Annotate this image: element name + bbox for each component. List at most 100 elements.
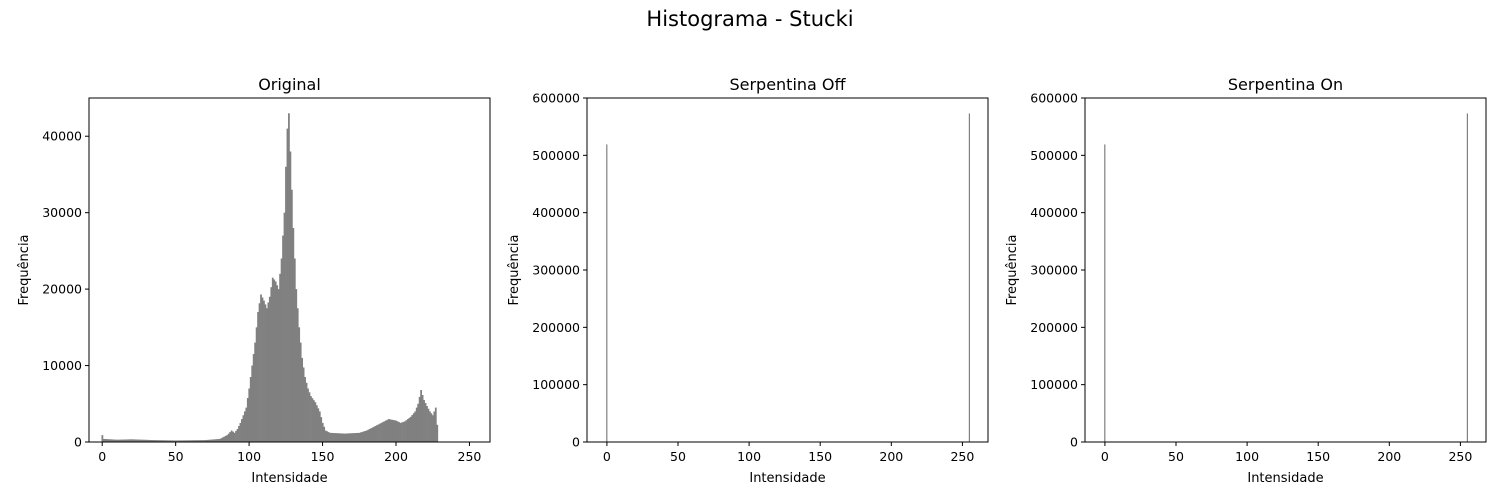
histogram-bar xyxy=(407,419,409,442)
histogram-bar xyxy=(342,433,345,442)
histogram-bar xyxy=(330,432,333,442)
histogram-bar xyxy=(129,439,132,442)
histogram-bar xyxy=(279,273,281,442)
histogram-bar xyxy=(158,440,161,442)
histogram-bar xyxy=(255,327,258,442)
histogram-bar xyxy=(226,435,229,442)
histogram-bar xyxy=(136,439,139,442)
histogram-bar xyxy=(405,420,408,442)
histogram-bar xyxy=(354,433,356,442)
histogram-bar xyxy=(120,439,123,442)
histogram-bar xyxy=(189,440,192,442)
histogram-bar xyxy=(154,440,157,442)
panel-serpentina-off: 0 50 100 150 200 250 0 100000 200000 300000 400000… xyxy=(507,75,989,486)
histogram-bar xyxy=(324,430,327,442)
x-tick-label: 100 xyxy=(737,449,761,464)
histogram-bar xyxy=(382,422,384,442)
histogram-bar xyxy=(427,408,430,442)
histogram-bar xyxy=(340,433,343,442)
histogram-bar xyxy=(185,440,187,442)
histogram-bar xyxy=(374,425,377,442)
histogram-bar xyxy=(314,402,317,442)
y-tick-label: 0 xyxy=(74,435,82,450)
histogram-bar xyxy=(166,440,168,442)
histogram-bar xyxy=(295,289,298,442)
histogram-bar xyxy=(236,429,239,442)
histogram-bar xyxy=(434,407,437,442)
histogram-bar xyxy=(174,440,177,442)
histogram-bar xyxy=(242,415,245,442)
axes-frame xyxy=(586,97,989,443)
histogram-bar xyxy=(274,281,277,442)
histogram-bar xyxy=(201,440,204,442)
histogram-bar xyxy=(205,439,208,442)
histogram-bar xyxy=(239,422,242,442)
histogram-bar xyxy=(402,421,405,442)
histogram-bar xyxy=(227,433,230,442)
histogram-bar xyxy=(138,439,140,442)
histogram-bar xyxy=(264,304,267,442)
histogram-bar xyxy=(424,403,427,442)
histogram-bar xyxy=(182,440,185,442)
histogram-bar xyxy=(229,432,232,442)
histogram-bar xyxy=(123,439,126,442)
histogram-bar xyxy=(364,430,367,442)
histogram-bar xyxy=(373,426,375,442)
histogram-bar xyxy=(111,439,114,442)
histogram-bar xyxy=(327,432,330,442)
histogram-bar xyxy=(235,430,237,442)
histogram-bar xyxy=(176,440,179,442)
histogram-bar xyxy=(142,439,145,442)
histogram-bar xyxy=(270,287,273,442)
y-tick-label: 600000 xyxy=(1030,91,1078,106)
histogram-bar xyxy=(349,433,352,442)
histogram-bar xyxy=(358,432,361,442)
histogram-bar xyxy=(104,439,107,442)
histogram-bar xyxy=(204,440,207,442)
y-tick-label: 400000 xyxy=(1030,205,1078,220)
histogram-bar xyxy=(317,408,320,442)
histogram-bar xyxy=(311,398,314,442)
y-tick-label: 300000 xyxy=(1030,263,1078,278)
histogram-bar xyxy=(145,439,148,442)
histogram-bar xyxy=(345,433,348,442)
x-tick-label: 150 xyxy=(1306,449,1330,464)
bars-original xyxy=(101,113,439,443)
histogram-bar xyxy=(167,440,170,442)
histogram-bar xyxy=(301,357,304,442)
histogram-bar xyxy=(380,422,383,442)
histogram-bar xyxy=(280,258,283,442)
histogram-bar xyxy=(348,433,351,442)
histogram-bar xyxy=(133,439,136,442)
histogram-bar xyxy=(417,403,420,442)
histogram-bar xyxy=(384,420,387,442)
histogram-bar xyxy=(304,377,306,442)
histogram-bar xyxy=(968,113,970,442)
y-tick-label: 300000 xyxy=(532,263,580,278)
histogram-bar xyxy=(361,431,364,442)
histogram-bar xyxy=(426,406,428,442)
histogram-bar xyxy=(230,430,233,442)
histogram-bar xyxy=(232,431,234,442)
histogram-bar xyxy=(173,440,176,442)
histogram-bar xyxy=(124,439,127,442)
histogram-bar xyxy=(161,440,164,442)
bars-serpentina-on xyxy=(1104,113,1468,442)
histogram-bar xyxy=(160,440,163,442)
histogram-bar xyxy=(409,416,412,442)
histogram-bar xyxy=(248,388,251,442)
x-tick-label: 250 xyxy=(950,449,974,464)
histogram-bar xyxy=(420,390,422,442)
histogram-bar xyxy=(390,419,393,442)
y-tick-label: 200000 xyxy=(1030,320,1078,335)
x-tick-label: 0 xyxy=(1101,449,1109,464)
histogram-bar xyxy=(282,235,284,442)
histogram-bar xyxy=(110,439,113,442)
histogram-bar xyxy=(148,439,151,442)
histogram-bar xyxy=(351,433,353,442)
panel-title: Original xyxy=(258,75,321,94)
histogram-bar xyxy=(333,433,336,442)
histogram-bar xyxy=(431,415,434,442)
y-tick-label: 40000 xyxy=(42,129,82,144)
histogram-bar xyxy=(183,440,186,442)
